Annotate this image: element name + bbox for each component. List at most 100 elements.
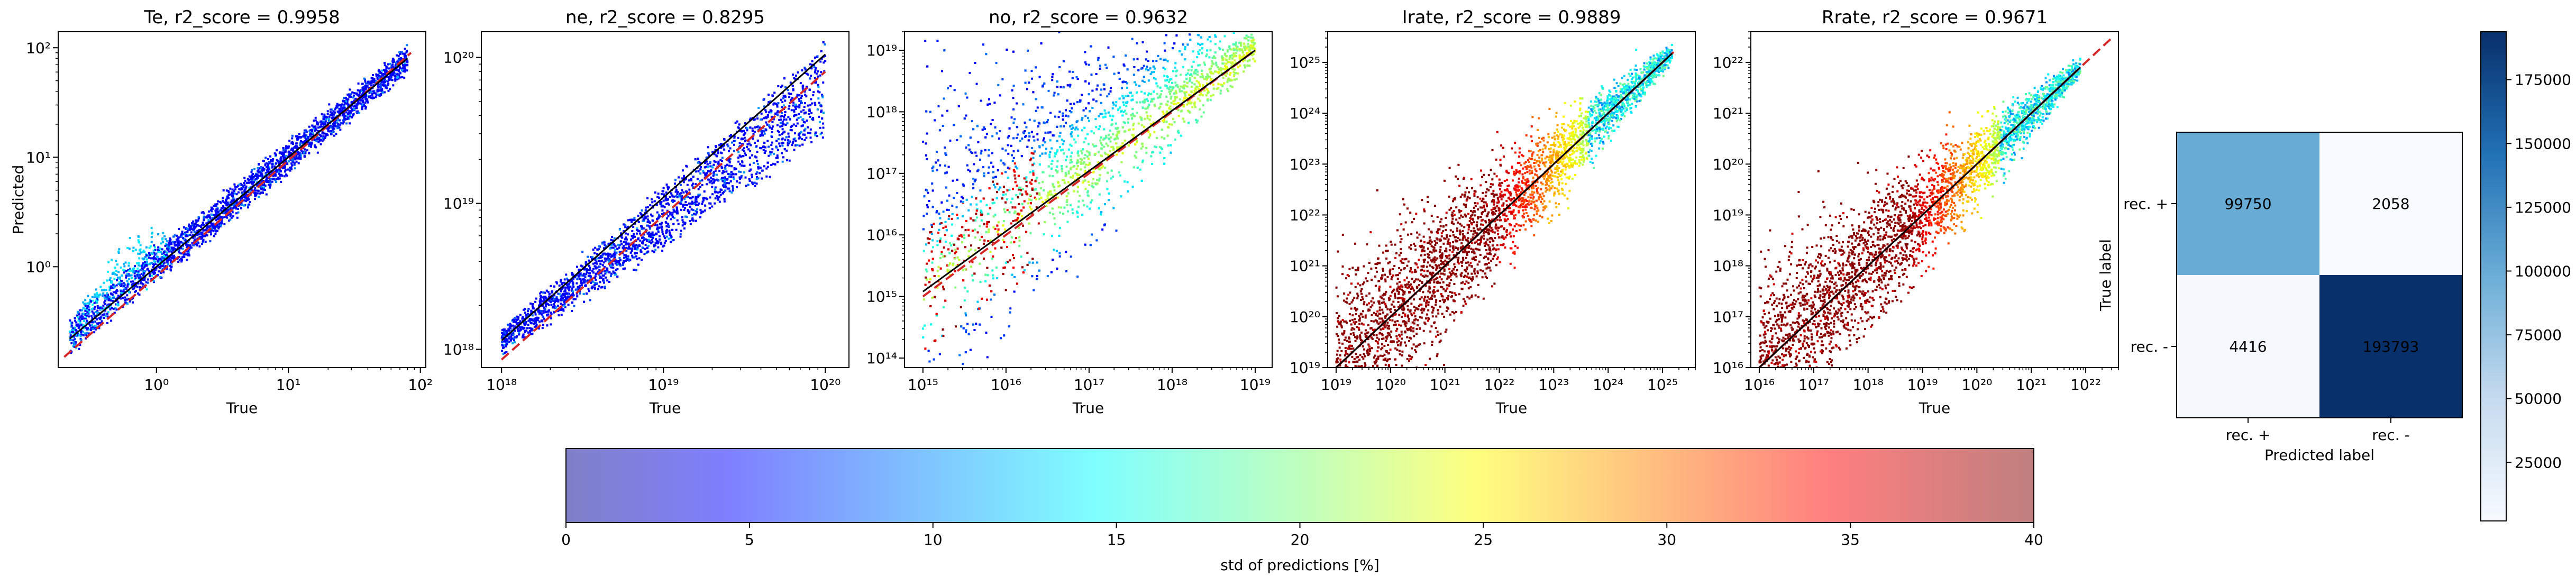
scatter-point bbox=[697, 158, 699, 160]
scatter-point bbox=[77, 319, 80, 322]
scatter-point bbox=[260, 172, 262, 175]
scatter-point bbox=[723, 144, 726, 147]
scatter-point bbox=[187, 254, 189, 257]
scatter-point bbox=[106, 315, 109, 318]
scatter-point bbox=[299, 153, 302, 155]
scatter-point bbox=[601, 253, 604, 256]
scatter-point bbox=[185, 243, 187, 246]
scatter-point bbox=[683, 223, 686, 225]
scatter-point bbox=[151, 252, 154, 255]
scatter-point bbox=[708, 207, 711, 209]
scatter-point bbox=[793, 77, 796, 79]
scatter-point bbox=[105, 315, 107, 317]
scatter-point bbox=[771, 141, 773, 144]
scatter-point bbox=[768, 145, 770, 148]
scatter-point bbox=[79, 309, 81, 312]
scatter-point bbox=[712, 171, 715, 173]
scatter-point bbox=[316, 137, 318, 140]
scatter-point bbox=[387, 79, 390, 81]
scatter-point bbox=[776, 114, 779, 116]
scatter-point bbox=[800, 125, 803, 127]
scatter-point bbox=[406, 44, 408, 47]
scatter-point bbox=[542, 300, 544, 303]
scatter-point bbox=[706, 183, 708, 186]
scatter-point bbox=[132, 280, 134, 283]
scatter-point bbox=[763, 132, 766, 135]
scatter-point bbox=[794, 78, 797, 80]
scatter-point bbox=[809, 136, 812, 139]
scatter-point bbox=[652, 234, 655, 236]
scatter-point bbox=[748, 118, 751, 121]
scatter-point bbox=[167, 259, 169, 261]
scatter-point bbox=[189, 244, 192, 246]
scatter-point bbox=[122, 290, 124, 293]
scatter-point bbox=[692, 209, 695, 212]
scatter-point bbox=[281, 167, 284, 170]
scatter-point bbox=[794, 106, 797, 108]
scatter-point bbox=[232, 204, 234, 206]
scatter-point bbox=[678, 202, 681, 205]
scatter-point bbox=[684, 222, 687, 224]
scatter-point bbox=[178, 259, 181, 262]
scatter-point bbox=[88, 306, 90, 308]
scatter-point bbox=[147, 281, 149, 284]
scatter-point bbox=[222, 201, 225, 203]
scatter-point bbox=[215, 226, 218, 228]
scatter-point bbox=[588, 259, 590, 262]
scatter-point bbox=[381, 79, 383, 82]
scatter-point bbox=[69, 338, 71, 341]
scatter-point bbox=[218, 215, 221, 218]
scatter-point bbox=[282, 146, 285, 149]
scatter-point bbox=[605, 253, 607, 256]
scatter-point bbox=[284, 165, 286, 167]
scatter-point bbox=[299, 157, 302, 159]
scatter-point bbox=[560, 279, 562, 281]
scatter-point bbox=[776, 111, 779, 114]
scatter-point bbox=[377, 93, 380, 96]
scatter-point bbox=[519, 314, 522, 316]
scatter-point bbox=[243, 188, 246, 191]
scatter-point bbox=[646, 197, 649, 199]
scatter-point bbox=[535, 325, 537, 327]
scatter-point bbox=[117, 271, 120, 273]
scatter-point bbox=[548, 295, 551, 298]
scatter-point bbox=[286, 163, 289, 166]
scatter-point bbox=[259, 182, 262, 185]
scatter-point bbox=[819, 121, 821, 123]
scatter-point bbox=[278, 162, 280, 165]
scatter-point bbox=[537, 327, 540, 329]
scatter-point bbox=[103, 281, 105, 284]
scatter-point bbox=[366, 85, 369, 87]
scatter-point bbox=[148, 246, 151, 249]
scatter-point bbox=[743, 147, 745, 150]
scatter-point bbox=[803, 67, 806, 69]
scatter-point bbox=[169, 268, 172, 271]
scatter-point bbox=[627, 233, 629, 236]
scatter-point bbox=[517, 316, 520, 318]
scatter-point bbox=[628, 245, 631, 248]
scatter-point bbox=[280, 153, 283, 155]
scatter-point bbox=[697, 188, 700, 190]
scatter-point bbox=[752, 161, 755, 164]
scatter-point bbox=[635, 252, 638, 254]
scatter-point bbox=[181, 259, 184, 262]
scatter-point bbox=[351, 100, 354, 103]
scatter-point bbox=[392, 73, 395, 76]
scatter-point bbox=[385, 86, 387, 89]
scatter-point bbox=[648, 232, 650, 234]
scatter-point bbox=[317, 130, 319, 132]
scatter-point bbox=[702, 197, 705, 199]
scatter-point bbox=[646, 218, 649, 221]
scatter-point bbox=[284, 157, 287, 159]
scatter-point bbox=[188, 223, 190, 226]
scatter-point bbox=[763, 141, 766, 144]
scatter-point bbox=[562, 299, 564, 301]
scatter-point bbox=[254, 175, 257, 177]
scatter-point bbox=[719, 190, 721, 193]
scatter-point bbox=[503, 343, 505, 346]
scatter-point bbox=[399, 59, 401, 61]
scatter-point bbox=[637, 238, 639, 241]
scatter-point bbox=[670, 218, 672, 221]
scatter-point bbox=[95, 299, 97, 302]
scatter-point bbox=[399, 71, 401, 74]
